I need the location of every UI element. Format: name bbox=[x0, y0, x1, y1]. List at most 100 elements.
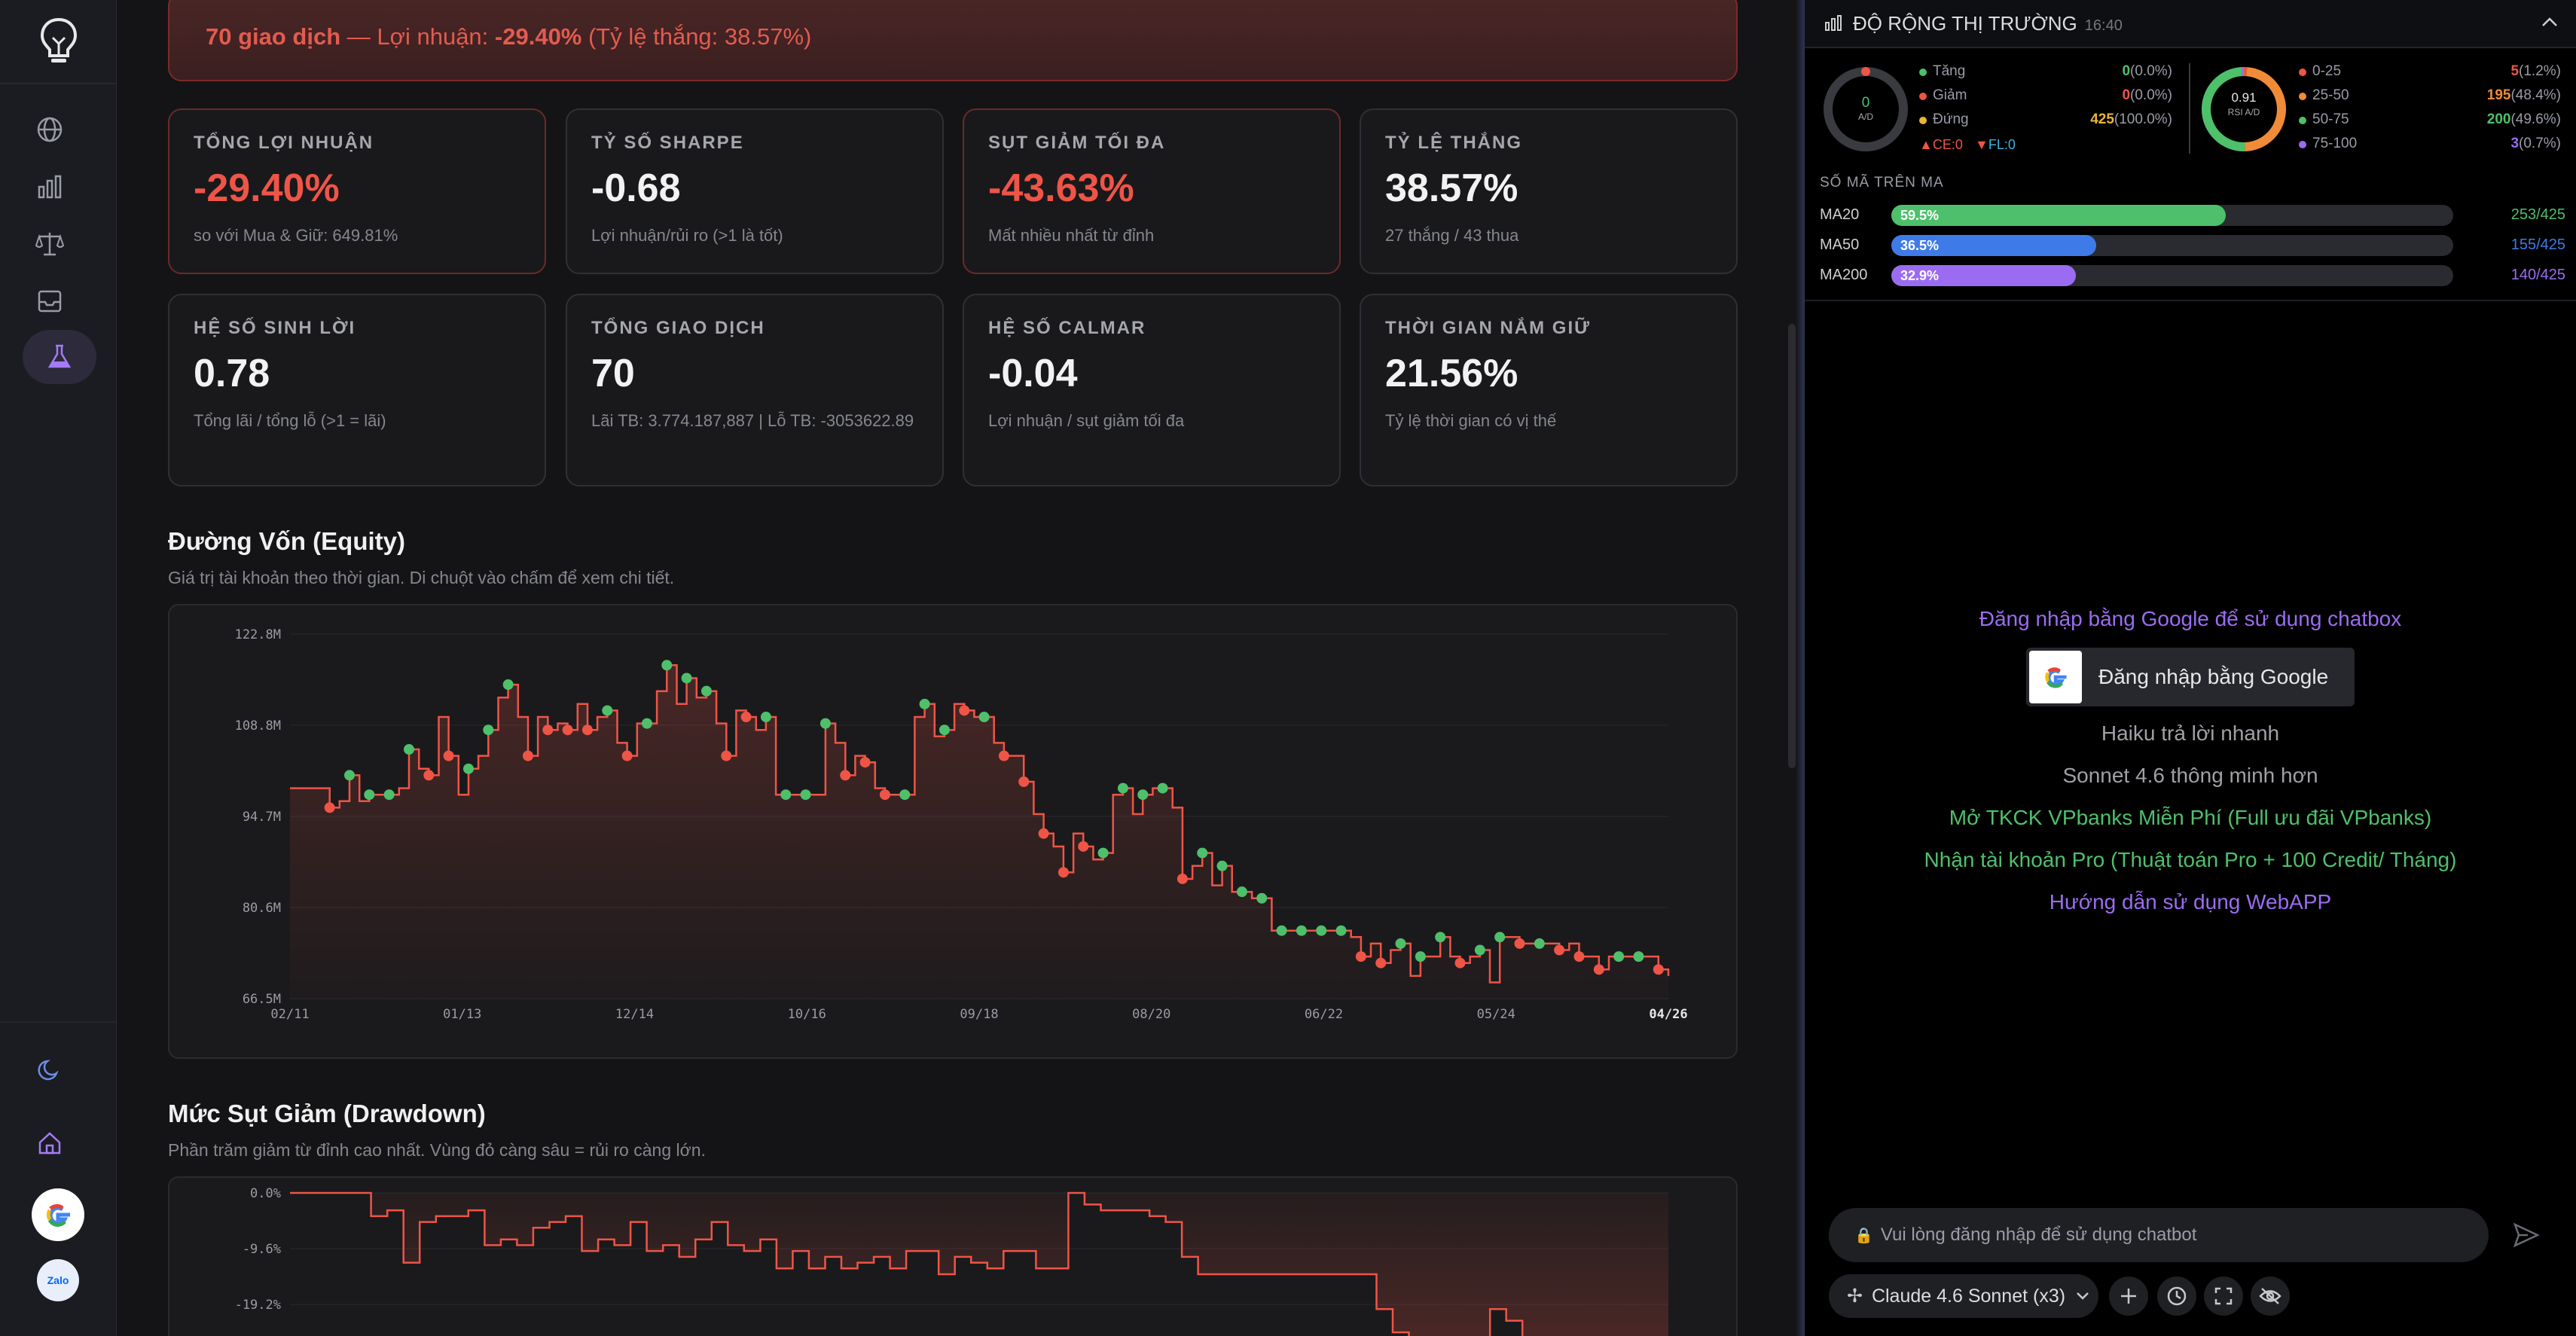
home-icon[interactable] bbox=[30, 1124, 69, 1163]
trade-point bbox=[1494, 932, 1506, 943]
legend-count: 195 bbox=[2486, 87, 2511, 103]
legend-value: 0(0.0%) bbox=[2122, 63, 2172, 80]
fullscreen-button[interactable] bbox=[2204, 1277, 2243, 1316]
ce-value: CE:0 bbox=[1932, 137, 1963, 152]
trade-point bbox=[1197, 847, 1208, 859]
chat-login-prompt: Đăng nhập bằng Google để sử dụng chatbox bbox=[1979, 607, 2402, 630]
equity-area bbox=[290, 665, 1668, 999]
legend-label: 50-75 bbox=[2312, 111, 2349, 127]
x-tick-label: 01/13 bbox=[443, 1007, 481, 1022]
globe-icon[interactable] bbox=[30, 110, 69, 149]
trade-point bbox=[700, 685, 712, 697]
metric-label: TỶ LỆ THẮNG bbox=[1385, 133, 1522, 153]
vpbanks-promo-link[interactable]: Mở TKCK VPbanks Miễn Phí (Full ưu đãi VP… bbox=[1949, 806, 2432, 829]
eye-off-icon bbox=[2259, 1288, 2281, 1304]
model-selector[interactable]: ✢ Claude 4.6 Sonnet (x3) bbox=[1829, 1274, 2098, 1318]
fl-indicator: ▼FL:0 bbox=[1975, 137, 2016, 152]
x-tick-label: 02/11 bbox=[270, 1007, 309, 1022]
lightbulb-logo-icon[interactable] bbox=[38, 17, 80, 68]
trade-point bbox=[760, 712, 771, 723]
trade-point bbox=[1157, 782, 1168, 794]
bar-chart-icon[interactable] bbox=[30, 167, 69, 206]
history-button[interactable] bbox=[2157, 1277, 2196, 1316]
inbox-icon[interactable] bbox=[30, 282, 69, 321]
bar-chart-icon bbox=[1825, 15, 1842, 31]
trade-point bbox=[740, 712, 752, 723]
market-breadth-title: ĐỘ RỘNG THỊ TRƯỜNG 16:40 bbox=[1853, 12, 2123, 35]
trade-point bbox=[462, 763, 474, 774]
legend-row: Giảm 0(0.0%) bbox=[1919, 87, 2172, 107]
trade-point bbox=[879, 789, 890, 801]
drawdown-area bbox=[290, 1193, 1668, 1336]
equity-line bbox=[290, 664, 1670, 984]
zalo-icon[interactable]: Zalo bbox=[37, 1259, 79, 1301]
market-breadth-header[interactable]: ĐỘ RỘNG THỊ TRƯỜNG 16:40 bbox=[1805, 0, 2576, 48]
metric-sub: Lợi nhuận / sụt giảm tối đa bbox=[988, 411, 1185, 430]
google-icon[interactable] bbox=[32, 1188, 84, 1241]
trade-point bbox=[661, 660, 673, 671]
metric-value: -0.04 bbox=[988, 352, 1078, 395]
chat-input[interactable]: 🔒 Vui lòng đăng nhập để sử dụng chatbot bbox=[1829, 1208, 2489, 1262]
metric-value: 38.57% bbox=[1385, 166, 1518, 210]
pro-account-link[interactable]: Nhận tài khoản Pro (Thuật toán Pro + 100… bbox=[1924, 848, 2457, 871]
main-scrollbar[interactable] bbox=[1788, 324, 1796, 768]
metric-sub: 27 thắng / 43 thua bbox=[1385, 226, 1519, 245]
webapp-guide-link[interactable]: Hướng dẫn sử dụng WebAPP bbox=[2049, 890, 2332, 914]
ma-section-title: SỐ MÃ TRÊN MA bbox=[1820, 175, 1944, 191]
banner-winrate: (Tỷ lệ thắng: 38.57%) bbox=[581, 23, 812, 50]
legend-count: 5 bbox=[2510, 63, 2520, 79]
metric-label: TỔNG LỢI NHUẬN bbox=[194, 133, 374, 153]
legend-count: 200 bbox=[2486, 111, 2511, 127]
x-tick-label: 08/20 bbox=[1132, 1007, 1170, 1022]
chevron-up-icon[interactable] bbox=[2541, 17, 2558, 27]
panel-divider bbox=[1796, 0, 1805, 1336]
legend-dot bbox=[2299, 141, 2306, 148]
trade-point bbox=[562, 724, 573, 736]
sidebar-divider bbox=[0, 1021, 116, 1023]
send-icon[interactable] bbox=[2513, 1222, 2540, 1249]
trade-point bbox=[641, 718, 652, 729]
breadth-divider bbox=[2189, 63, 2190, 154]
ma-pct: 36.5% bbox=[1900, 238, 1940, 253]
drawdown-chart[interactable]: 0.0% -9.6% -19.2% bbox=[168, 1176, 1738, 1336]
zalo-label: Zalo bbox=[47, 1274, 69, 1286]
moon-icon[interactable] bbox=[30, 1050, 69, 1089]
trade-point bbox=[1474, 944, 1485, 956]
expand-icon bbox=[2214, 1287, 2233, 1305]
ma-fill bbox=[1891, 235, 2097, 256]
x-tick-label: 09/18 bbox=[960, 1007, 998, 1022]
legend-label: 75-100 bbox=[2312, 136, 2358, 151]
legend-pct: (49.6%) bbox=[2510, 111, 2561, 127]
trade-point bbox=[1335, 925, 1347, 936]
trade-point bbox=[1514, 938, 1525, 949]
y-tick-label: 108.8M bbox=[235, 718, 281, 734]
hide-panel-button[interactable] bbox=[2251, 1277, 2290, 1316]
trade-point bbox=[1097, 847, 1109, 859]
legend-pct: (0.0%) bbox=[2130, 63, 2172, 79]
google-icon bbox=[2029, 651, 2082, 703]
ma-count: 155/425 bbox=[2510, 236, 2565, 253]
trade-point bbox=[1177, 873, 1188, 884]
trade-point bbox=[1395, 938, 1406, 949]
legend-label: Giảm bbox=[1933, 87, 1967, 103]
trade-point bbox=[364, 789, 375, 801]
result-banner: 70 giao dịch — Lợi nhuận: -29.40% (Tỷ lệ… bbox=[168, 0, 1738, 81]
trade-point bbox=[1038, 828, 1049, 839]
trade-point bbox=[483, 724, 494, 736]
new-chat-button[interactable] bbox=[2109, 1277, 2148, 1316]
trade-point bbox=[899, 789, 911, 801]
ad-donut bbox=[1824, 67, 1908, 151]
equity-chart[interactable]: 122.8M 108.8M 94.7M 80.6M 66.5M 02/11 01/13 12/… bbox=[168, 604, 1738, 1059]
trade-point bbox=[1137, 789, 1149, 801]
metric-label: HỆ SỐ SINH LỜI bbox=[194, 318, 356, 338]
trade-point bbox=[383, 789, 395, 801]
google-login-button[interactable]: Đăng nhập bằng Google bbox=[2026, 648, 2355, 706]
legend-label: Tăng bbox=[1933, 63, 1966, 79]
legend-pct: (0.0%) bbox=[2130, 87, 2172, 103]
flask-icon[interactable] bbox=[23, 330, 96, 384]
trade-point bbox=[998, 750, 1009, 761]
y-tick-label: -9.6% bbox=[243, 1242, 281, 1257]
scale-icon[interactable] bbox=[30, 224, 69, 264]
metric-sub: Tổng lãi / tổng lỗ (>1 = lãi) bbox=[194, 411, 386, 430]
